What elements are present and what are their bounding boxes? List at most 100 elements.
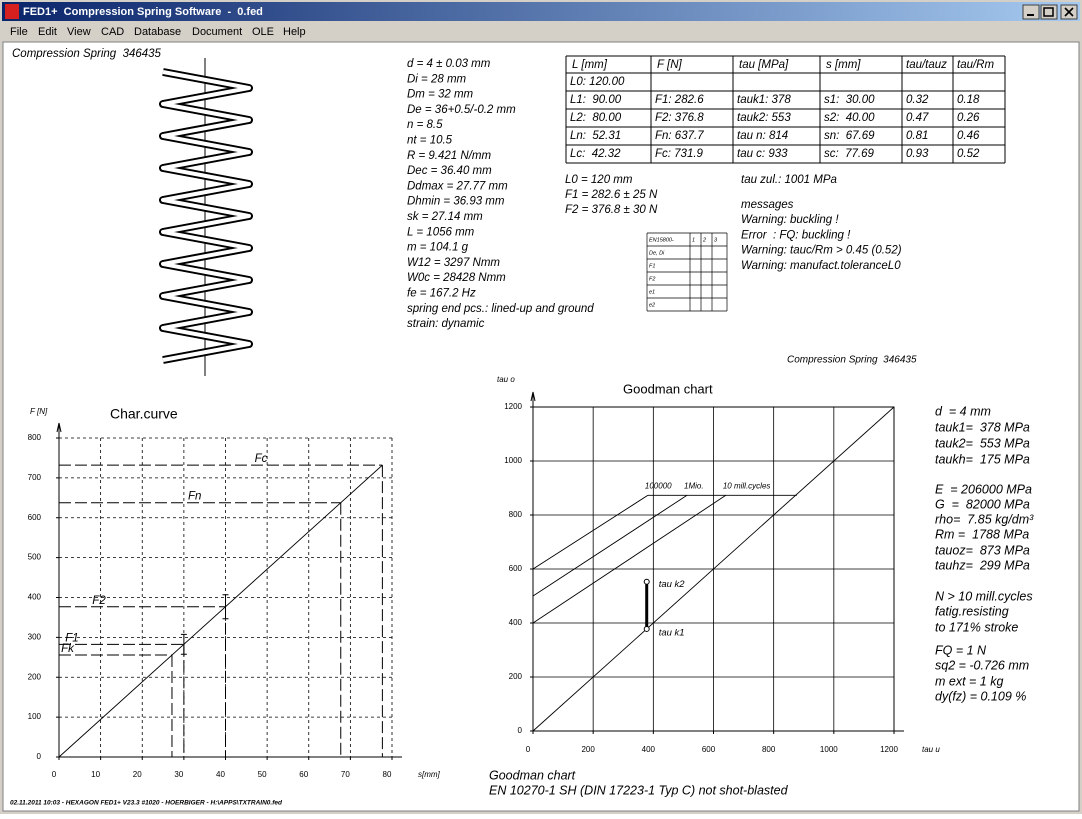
menu-item[interactable]: OLE <box>252 26 274 38</box>
material-value: E = 206000 MPa <box>935 482 1032 496</box>
tolerance-caps <box>222 594 229 620</box>
tol-header: 3 <box>714 237 718 243</box>
table-header: tau/tauz <box>906 59 947 71</box>
y-tick-label: 500 <box>28 553 42 562</box>
y-tick-label: 600 <box>509 564 523 573</box>
parameter: Dec = 36.40 mm <box>407 165 492 177</box>
x-tick-label: 20 <box>133 770 142 779</box>
point-label: Fk <box>61 643 75 655</box>
minimize-button[interactable] <box>1022 4 1040 20</box>
app-icon <box>5 4 19 19</box>
stress-label: tau k1 <box>659 627 685 638</box>
curve-label: 10 mill.cycles <box>723 481 771 490</box>
table-header: tau [MPa] <box>739 59 789 71</box>
menu-item[interactable]: View <box>67 26 91 38</box>
y-tick-label: 700 <box>28 473 42 482</box>
y-tick-label: 300 <box>28 632 42 641</box>
footer-chart: Goodman chart <box>489 768 576 782</box>
x-axis-label: s[mm] <box>418 770 441 779</box>
material-value: G = 82000 MPa <box>935 497 1030 511</box>
y-axis-arrow <box>56 422 62 433</box>
table-cell: F1: 282.6 <box>655 94 704 106</box>
parameter: Dhmin = 36.93 mm <box>407 196 505 208</box>
x-tick-label: 10 <box>91 770 100 779</box>
footer-material: EN 10270-1 SH (DIN 17223-1 Typ C) not sh… <box>489 783 789 797</box>
y-tick-label: 200 <box>509 672 523 681</box>
material-value: tauk1= 378 MPa <box>935 420 1030 434</box>
x-tick-label: 400 <box>642 745 656 754</box>
table-cell: sn: 67.69 <box>824 130 875 142</box>
parameter: d = 4 ± 0.03 mm <box>407 58 491 70</box>
stress-lower <box>643 625 650 632</box>
parameter: strain: dynamic <box>407 318 485 330</box>
parameter: nt = 10.5 <box>407 135 453 147</box>
window-buttons[interactable] <box>1022 4 1078 20</box>
material-value: Rm = 1788 MPa <box>935 527 1029 541</box>
y-tick-label: 1000 <box>504 456 522 465</box>
y-axis-arrow <box>530 391 536 402</box>
stress-upper <box>643 578 650 585</box>
y-tick-label: 600 <box>28 513 42 522</box>
x-tick-label: 80 <box>383 770 392 779</box>
parameter: Dm = 32 mm <box>407 89 474 101</box>
y-tick-label: 400 <box>28 593 42 602</box>
table-cell: 0.93 <box>906 148 929 160</box>
material-value: tauhz= 299 MPa <box>935 558 1030 572</box>
x-tick-label: 40 <box>216 770 225 779</box>
menu-item[interactable]: CAD <box>101 26 124 38</box>
parameter: W12 = 3297 Nmm <box>407 257 500 269</box>
maximize-glyph <box>1043 7 1054 17</box>
x-tick-label: 50 <box>258 770 267 779</box>
table-cell: s1: 30.00 <box>824 94 875 106</box>
material-value: FQ = 1 N <box>935 643 987 657</box>
material-value: fatig.resisting <box>935 604 1009 618</box>
chart-title: Goodman chart <box>623 381 713 396</box>
parameter: m = 104.1 g <box>407 242 469 254</box>
menu-item[interactable]: Help <box>283 26 306 38</box>
table-cell: 0.47 <box>906 112 929 124</box>
table-cell: Fn: 637.7 <box>655 130 704 142</box>
parameter: spring end pcs.: lined-up and ground <box>407 303 594 315</box>
y-tick-label: 100 <box>28 712 42 721</box>
x-tick-label: 1200 <box>880 745 898 754</box>
menu-item[interactable]: Document <box>192 26 242 38</box>
message: Error : FQ: buckling ! <box>741 229 851 241</box>
tol-header: EN15800- <box>649 237 674 243</box>
material-value: taukh= 175 MPa <box>935 452 1030 466</box>
material-value: sq2 = -0.726 mm <box>935 658 1029 672</box>
x-tick-label: 1000 <box>820 745 838 754</box>
table-cell: 0.52 <box>957 148 980 160</box>
x-tick-label: 800 <box>762 745 776 754</box>
goodman-line <box>532 494 688 597</box>
table-cell: L1: 90.00 <box>570 94 622 106</box>
y-axis-label: tau o <box>497 375 515 384</box>
footer-stamp: 02.11.2011 10:03 - HEXAGON FED1+ V23.3 #… <box>10 800 283 807</box>
tau-zul: tau zul.: 1001 MPa <box>741 174 837 186</box>
y-axis-label: F [N] <box>30 407 48 416</box>
x-tick-label: 600 <box>702 745 716 754</box>
characteristic-line <box>58 464 383 758</box>
summary: F2 = 376.8 ± 30 N <box>565 204 658 216</box>
table-header: tau/Rm <box>957 59 994 71</box>
menu-item[interactable]: File <box>10 26 28 38</box>
parameter: Ddmax = 27.77 mm <box>407 180 508 192</box>
y-tick-label: 200 <box>28 672 42 681</box>
table-header: s [mm] <box>826 59 861 71</box>
point-label: F1 <box>65 632 78 644</box>
message: Warning: tauc/Rm > 0.45 (0.52) <box>741 245 902 257</box>
diagonal <box>532 406 895 732</box>
menu-item[interactable]: Edit <box>38 26 57 38</box>
table-cell: 0.46 <box>957 130 980 142</box>
parameter: fe = 167.2 Hz <box>407 288 476 300</box>
title-bar <box>2 2 1080 21</box>
caption: Compression Spring 346435 <box>787 355 917 366</box>
curve-label: 1Mio. <box>684 481 704 490</box>
material-value: N > 10 mill.cycles <box>935 589 1033 603</box>
menu-item[interactable]: Database <box>134 26 181 38</box>
tol-header: 2 <box>702 237 706 243</box>
parameter: Di = 28 mm <box>407 73 467 85</box>
table-header: L [mm] <box>572 59 608 71</box>
table-cell: 0.18 <box>957 94 980 106</box>
table-cell: Fc: 731.9 <box>655 148 704 160</box>
